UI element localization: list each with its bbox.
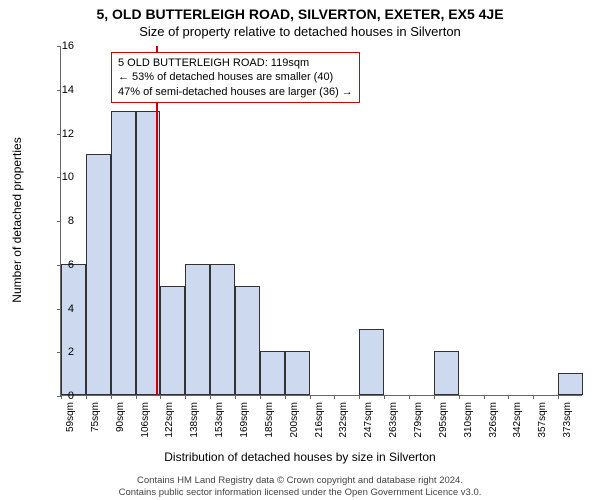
x-tick-label: 232sqm [338,402,349,447]
annotation-line1: 5 OLD BUTTERLEIGH ROAD: 119sqm [118,56,353,70]
y-axis-label: Number of detached properties [10,137,24,302]
x-tick-label: 200sqm [289,402,300,447]
annotation-line3: 47% of semi-detached houses are larger (… [118,85,353,99]
x-tick-label: 138sqm [189,402,200,447]
x-tick-mark [310,395,311,399]
x-tick-mark [210,395,211,399]
y-tick-label: 6 [68,259,74,271]
y-tick-mark [57,221,61,222]
histogram-bar [111,111,136,395]
footer-line1: Contains HM Land Registry data © Crown c… [0,475,600,486]
x-tick-label: 122sqm [164,402,175,447]
y-tick-label: 8 [68,215,74,227]
y-tick-label: 16 [62,40,74,52]
x-tick-label: 357sqm [537,402,548,447]
x-tick-mark [508,395,509,399]
histogram-bar [61,264,86,395]
footer-line2: Contains public sector information licen… [0,487,600,498]
x-tick-mark [61,395,62,399]
x-tick-mark [185,395,186,399]
histogram-bar [359,329,384,395]
y-tick-mark [57,46,61,47]
x-tick-mark [160,395,161,399]
x-tick-label: 373sqm [562,402,573,447]
y-tick-mark [57,90,61,91]
y-tick-mark [57,177,61,178]
x-tick-mark [484,395,485,399]
x-tick-label: 263sqm [388,402,399,447]
y-tick-label: 10 [62,171,74,183]
x-tick-label: 75sqm [90,402,101,447]
x-tick-mark [136,395,137,399]
x-tick-mark [359,395,360,399]
x-tick-label: 216sqm [314,402,325,447]
histogram-bar [434,351,459,395]
histogram-bar [185,264,210,395]
x-tick-label: 326sqm [488,402,499,447]
x-tick-mark [86,395,87,399]
x-tick-label: 59sqm [65,402,76,447]
x-tick-mark [285,395,286,399]
y-tick-mark [57,134,61,135]
x-tick-mark [409,395,410,399]
x-tick-mark [260,395,261,399]
x-tick-mark [334,395,335,399]
histogram-bar [285,351,310,395]
y-tick-label: 0 [68,390,74,402]
x-tick-label: 185sqm [264,402,275,447]
x-tick-label: 247sqm [363,402,374,447]
x-tick-label: 153sqm [214,402,225,447]
x-tick-label: 310sqm [463,402,474,447]
x-tick-label: 279sqm [413,402,424,447]
y-tick-label: 2 [68,346,74,358]
x-tick-label: 169sqm [239,402,250,447]
histogram-bar [260,351,285,395]
x-tick-mark [533,395,534,399]
annotation-box: 5 OLD BUTTERLEIGH ROAD: 119sqm ← 53% of … [111,52,360,103]
page-title: 5, OLD BUTTERLEIGH ROAD, SILVERTON, EXET… [0,6,600,22]
histogram-bar [235,286,260,395]
y-tick-label: 4 [68,303,74,315]
x-tick-label: 295sqm [438,402,449,447]
x-tick-label: 342sqm [512,402,523,447]
x-tick-mark [111,395,112,399]
histogram-bar [210,264,235,395]
x-tick-mark [384,395,385,399]
y-tick-label: 14 [62,84,74,96]
x-tick-mark [235,395,236,399]
x-tick-mark [558,395,559,399]
x-tick-mark [434,395,435,399]
page-subtitle: Size of property relative to detached ho… [0,24,600,39]
histogram-bar [160,286,185,395]
histogram-bar [86,154,111,395]
y-tick-label: 12 [62,128,74,140]
x-axis-label: Distribution of detached houses by size … [0,450,600,464]
x-tick-mark [459,395,460,399]
annotation-line2: ← 53% of detached houses are smaller (40… [118,70,353,84]
x-tick-label: 90sqm [115,402,126,447]
footer-text: Contains HM Land Registry data © Crown c… [0,475,600,498]
plot-area: 5 OLD BUTTERLEIGH ROAD: 119sqm ← 53% of … [60,46,582,396]
x-tick-label: 106sqm [140,402,151,447]
histogram-bar [558,373,583,395]
